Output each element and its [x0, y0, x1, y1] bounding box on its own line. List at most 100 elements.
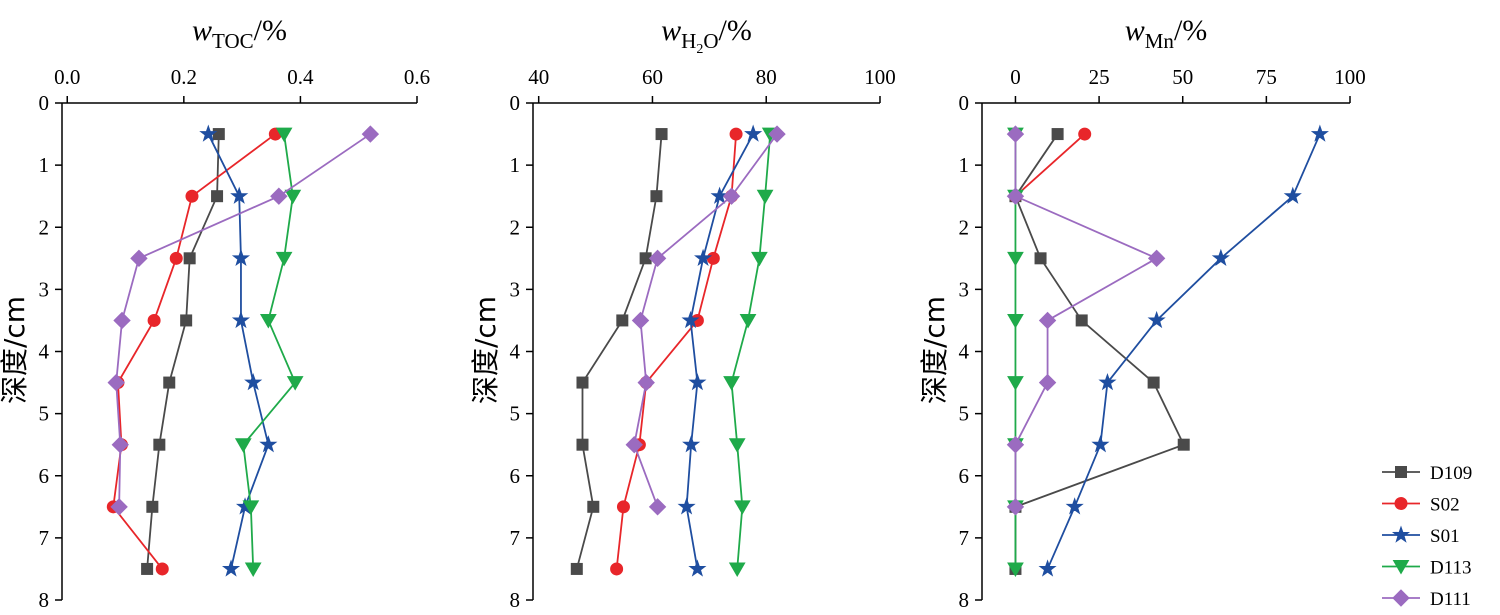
- series-line: [615, 133, 737, 570]
- marker: [733, 500, 751, 515]
- marker: [110, 498, 128, 516]
- marker: [1075, 314, 1088, 327]
- chart-title: wTOC/%: [192, 14, 287, 53]
- marker: [681, 310, 700, 329]
- marker: [244, 373, 263, 391]
- marker: [587, 500, 600, 513]
- marker: [710, 186, 729, 204]
- x-tick-label: 0.2: [171, 65, 197, 89]
- title-subscript: O: [703, 29, 718, 53]
- y-tick-label: 4: [510, 340, 521, 364]
- marker: [111, 435, 129, 454]
- series-line: [575, 133, 663, 570]
- y-axis-label: 深度/cm: [469, 296, 502, 404]
- marker: [361, 125, 380, 143]
- series-line: [1014, 133, 1086, 197]
- series-line: [242, 133, 297, 569]
- x-tick-label: 60: [642, 65, 663, 89]
- marker: [570, 562, 583, 575]
- marker: [1395, 466, 1407, 478]
- marker: [211, 190, 224, 203]
- title-symbol: w: [1125, 14, 1145, 47]
- marker: [682, 435, 701, 453]
- y-tick-label: 7: [510, 526, 521, 550]
- chart-title: wH2O/%: [661, 14, 752, 57]
- marker: [113, 311, 131, 330]
- marker: [231, 310, 251, 329]
- x-tick-label: 100: [864, 65, 896, 89]
- marker: [655, 128, 668, 141]
- marker: [284, 189, 302, 205]
- marker: [1147, 376, 1160, 389]
- marker: [259, 435, 278, 453]
- y-tick-label: 6: [510, 464, 521, 488]
- y-tick-label: 0: [510, 91, 521, 115]
- marker: [576, 376, 589, 389]
- y-tick-label: 7: [39, 526, 50, 550]
- marker: [163, 376, 176, 389]
- marker: [723, 376, 740, 391]
- marker: [616, 500, 630, 514]
- series-line: [1046, 133, 1321, 570]
- marker: [1034, 252, 1047, 265]
- y-tick-label: 1: [959, 153, 970, 177]
- title-unit: /%: [719, 14, 752, 47]
- y-tick-label: 3: [959, 277, 970, 301]
- y-tick-label: 5: [39, 402, 50, 426]
- marker: [677, 497, 696, 515]
- y-tick-label: 4: [39, 340, 50, 364]
- marker: [275, 251, 293, 267]
- marker: [275, 127, 293, 143]
- series-line: [685, 133, 754, 570]
- title-symbol: w: [192, 14, 212, 47]
- x-tick-label: 25: [1089, 65, 1110, 89]
- y-tick-label: 3: [39, 277, 50, 301]
- marker: [648, 498, 667, 516]
- y-tick-label: 2: [959, 215, 970, 239]
- y-tick-label: 2: [39, 215, 50, 239]
- marker: [242, 500, 260, 515]
- title-symbol: w: [661, 14, 681, 47]
- y-tick-label: 0: [39, 91, 50, 115]
- x-tick-label: 100: [1334, 65, 1366, 89]
- x-tick-label: 0.4: [287, 65, 314, 89]
- y-tick-label: 1: [39, 153, 50, 177]
- series-line: [1014, 133, 1185, 569]
- marker: [107, 373, 125, 392]
- x-tick-label: 40: [528, 65, 549, 89]
- y-axis-label: 深度/cm: [0, 296, 31, 404]
- y-tick-label: 5: [959, 402, 970, 426]
- title-subscript: H: [681, 29, 696, 53]
- marker: [1391, 525, 1411, 543]
- marker: [153, 438, 166, 451]
- marker: [234, 438, 252, 453]
- x-tick-label: 0.0: [54, 65, 80, 89]
- marker: [756, 189, 774, 205]
- marker: [1283, 186, 1302, 204]
- marker: [650, 190, 663, 203]
- marker: [221, 559, 241, 577]
- marker: [1038, 373, 1057, 392]
- marker: [1078, 127, 1092, 141]
- x-tick-label: 50: [1172, 65, 1193, 89]
- marker: [185, 189, 199, 203]
- y-tick-label: 0: [959, 91, 970, 115]
- marker: [728, 562, 746, 577]
- series-line: [730, 133, 772, 570]
- marker: [169, 251, 183, 265]
- marker: [1147, 249, 1166, 268]
- legend-label: D113: [1430, 558, 1472, 579]
- y-tick-label: 6: [959, 464, 970, 488]
- marker: [694, 248, 713, 267]
- marker: [1007, 251, 1024, 267]
- marker: [1006, 125, 1025, 143]
- title-unit: /%: [254, 14, 287, 47]
- marker: [1392, 560, 1410, 575]
- marker: [1007, 562, 1024, 577]
- marker: [147, 313, 161, 327]
- marker: [130, 249, 148, 268]
- title-subscript: TOC: [212, 29, 254, 53]
- marker: [739, 313, 757, 329]
- marker: [1007, 376, 1024, 391]
